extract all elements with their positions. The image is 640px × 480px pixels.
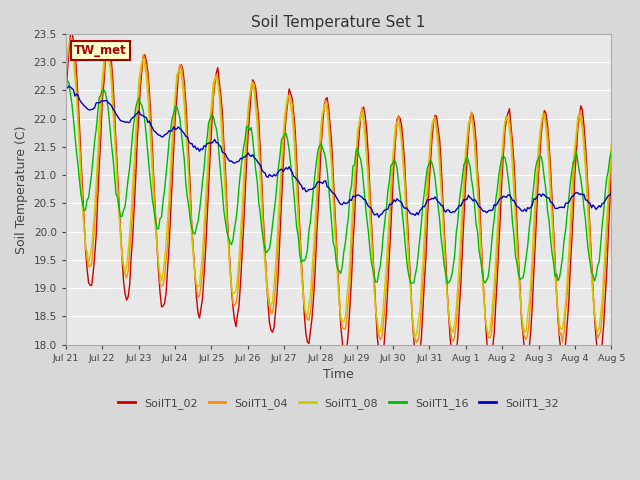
SoilT1_08 [131,158,138,164]
SoilT1_16 [580,205,588,211]
SoilT1_16 [226,239,234,245]
SoilT1_32 [253,158,261,164]
Legend: SoilT1_02, SoilT1_04, SoilT1_08, SoilT1_16, SoilT1_32: SoilT1_02, SoilT1_04, SoilT1_08, SoilT1_… [114,394,563,414]
SoilT1_02 [244,131,252,137]
SoilT1_16 [607,149,615,155]
SoilT1_08 [302,310,310,316]
SoilT1_02 [413,360,420,366]
SoilT1_02 [226,260,234,265]
SoilT1_02 [580,122,588,128]
SoilT1_08 [226,264,234,270]
X-axis label: Time: Time [323,368,354,381]
SoilT1_08 [607,141,615,147]
SoilT1_04 [131,175,138,180]
SoilT1_02 [62,92,70,97]
SoilT1_04 [580,134,588,140]
SoilT1_02 [68,28,76,34]
SoilT1_16 [63,78,71,84]
SoilT1_08 [580,146,588,152]
SoilT1_32 [607,190,615,196]
Title: Soil Temperature Set 1: Soil Temperature Set 1 [252,15,426,30]
SoilT1_04 [67,35,74,41]
Y-axis label: Soil Temperature (C): Soil Temperature (C) [15,125,28,253]
Line: SoilT1_04: SoilT1_04 [66,38,611,342]
Line: SoilT1_02: SoilT1_02 [66,31,611,363]
SoilT1_04 [62,77,70,83]
SoilT1_08 [412,334,419,340]
SoilT1_04 [413,339,420,345]
SoilT1_16 [244,124,252,130]
SoilT1_02 [302,331,310,336]
SoilT1_16 [302,255,310,261]
SoilT1_04 [607,155,615,160]
SoilT1_32 [62,84,70,90]
SoilT1_32 [244,150,252,156]
SoilT1_16 [407,280,415,286]
Line: SoilT1_32: SoilT1_32 [66,86,611,217]
Line: SoilT1_08: SoilT1_08 [66,42,611,337]
SoilT1_08 [244,106,252,111]
SoilT1_16 [131,117,138,123]
SoilT1_08 [67,39,74,45]
SoilT1_04 [302,314,310,320]
SoilT1_32 [375,215,383,220]
SoilT1_02 [607,169,615,175]
SoilT1_32 [580,192,588,197]
SoilT1_32 [226,158,234,164]
SoilT1_08 [253,122,261,128]
Line: SoilT1_16: SoilT1_16 [66,81,611,283]
SoilT1_32 [302,189,310,194]
SoilT1_32 [65,83,73,89]
SoilT1_04 [253,108,261,114]
Text: TW_met: TW_met [74,44,127,57]
SoilT1_16 [253,179,261,185]
SoilT1_08 [62,68,70,74]
SoilT1_04 [226,268,234,274]
SoilT1_16 [62,78,70,84]
SoilT1_04 [244,115,252,120]
SoilT1_32 [131,114,138,120]
SoilT1_02 [131,204,138,210]
SoilT1_02 [253,101,261,107]
